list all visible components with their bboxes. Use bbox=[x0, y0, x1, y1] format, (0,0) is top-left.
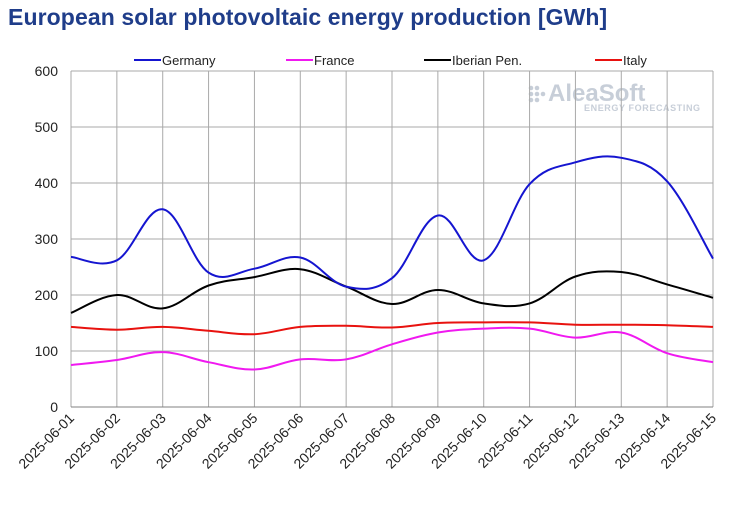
y-tick-label: 0 bbox=[50, 399, 58, 415]
chart-title: European solar photovoltaic energy produ… bbox=[8, 4, 608, 30]
legend: Germany France Iberian Pen. Italy bbox=[134, 53, 647, 68]
series-line-iberian-pen bbox=[70, 267, 714, 314]
y-tick-label: 200 bbox=[35, 287, 59, 303]
y-tick-label: 400 bbox=[35, 175, 59, 191]
logo-tagline: ENERGY FORECASTING bbox=[584, 103, 701, 113]
logo-dot bbox=[534, 97, 540, 103]
y-tick-label: 500 bbox=[35, 119, 59, 135]
legend-label-france: France bbox=[314, 53, 354, 68]
logo-dot bbox=[534, 85, 540, 91]
y-tick-label: 600 bbox=[35, 63, 59, 79]
legend-label-germany: Germany bbox=[162, 53, 216, 68]
series-line-germany bbox=[70, 155, 714, 290]
legend-label-iberian-pen: Iberian Pen. bbox=[452, 53, 522, 68]
logo-dot bbox=[540, 91, 546, 97]
series-line-italy bbox=[70, 321, 714, 336]
logo-dot bbox=[534, 91, 540, 97]
x-axis: 2025-06-012025-06-022025-06-032025-06-04… bbox=[15, 410, 719, 472]
series-line-france bbox=[70, 326, 714, 371]
logo-name: AleaSoft bbox=[548, 80, 645, 107]
legend-label-italy: Italy bbox=[623, 53, 647, 68]
y-tick-label: 100 bbox=[35, 343, 59, 359]
series-group bbox=[70, 155, 714, 371]
y-axis: 0 100 200 300 400 500 600 bbox=[35, 63, 59, 415]
y-tick-label: 300 bbox=[35, 231, 59, 247]
grid-lines bbox=[70, 70, 714, 408]
